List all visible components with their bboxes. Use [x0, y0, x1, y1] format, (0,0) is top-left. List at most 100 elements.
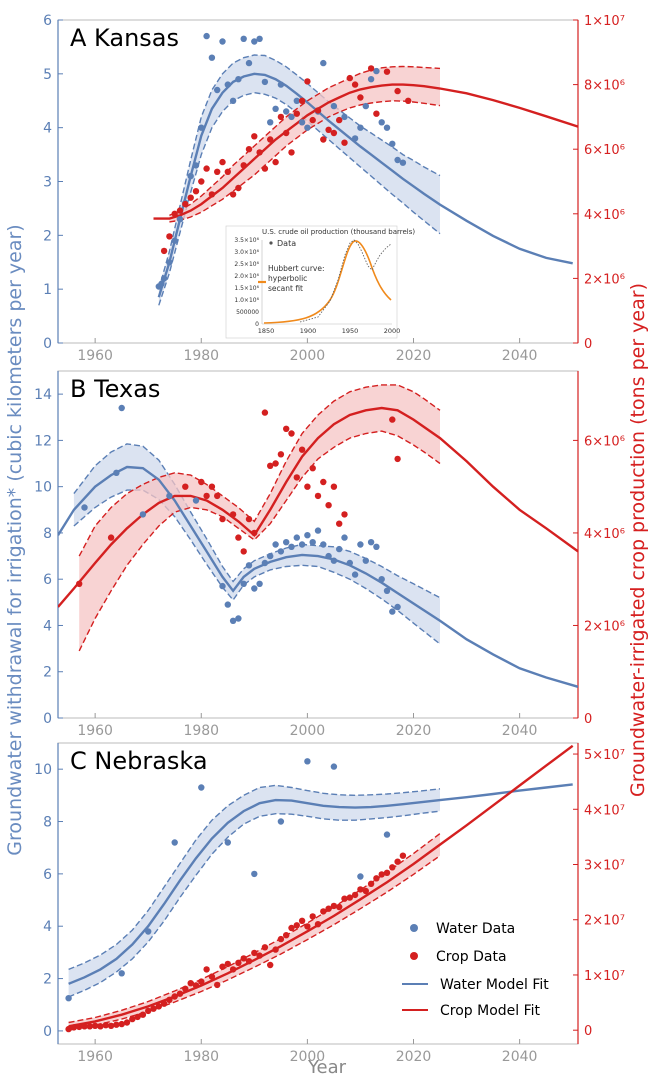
- crop-data-point: [256, 149, 263, 156]
- y-right-tick-label: 0: [584, 1024, 592, 1039]
- y-left-tick-label: 6: [43, 867, 52, 883]
- water-data-point: [145, 928, 152, 935]
- crop-data-point: [267, 462, 274, 469]
- water-data-point: [330, 102, 338, 110]
- crop-data-point: [283, 425, 290, 432]
- crop-data-point: [373, 875, 380, 882]
- x-tick-label: 1960: [77, 723, 113, 739]
- crop-data-point: [298, 917, 306, 924]
- water-data-point: [336, 545, 343, 553]
- y-right-tick-label: 6×10⁶: [584, 434, 625, 449]
- crop-data-point: [256, 952, 263, 959]
- inset-hubbert-chart: U.S. crude oil production (thousand barr…: [225, 225, 415, 339]
- crop-data-point: [107, 1022, 115, 1029]
- y-right-tick-label: 4×10⁶: [584, 208, 625, 223]
- crop-data-point: [314, 107, 322, 114]
- water-data-point: [383, 124, 391, 131]
- crop-data-point: [102, 1021, 110, 1029]
- water-data-point: [362, 557, 369, 564]
- crop-data-point: [325, 126, 332, 133]
- water-data-point: [192, 162, 200, 169]
- crop-data-point: [251, 133, 258, 140]
- crop-data-point: [314, 921, 322, 928]
- inset-data-label: Data: [277, 239, 296, 248]
- water-data-point: [272, 105, 279, 113]
- crop-data-point: [309, 116, 316, 124]
- water-data-point: [298, 119, 306, 126]
- water-data-point: [219, 582, 226, 590]
- water-data-point: [187, 172, 194, 180]
- crop-data-point: [298, 446, 306, 453]
- x-tick-label: 2020: [396, 1049, 432, 1065]
- crop-data-point: [394, 858, 401, 865]
- water-data-point: [219, 38, 226, 45]
- water-confidence-band: [68, 785, 440, 997]
- crop-data-point: [182, 483, 189, 490]
- water-confidence-band: [158, 55, 441, 306]
- water-data-point: [158, 280, 165, 287]
- crop-data-point: [314, 492, 322, 500]
- water-data-point: [256, 35, 263, 42]
- crop-data-point: [198, 478, 205, 486]
- crop-data-point: [336, 116, 343, 124]
- water-band-lower: [68, 810, 441, 998]
- y-left-tick-label: 0: [43, 711, 52, 727]
- crop-data-point: [81, 1023, 88, 1030]
- y-right-tick-label: 0: [584, 337, 592, 352]
- water-data-point: [389, 608, 396, 615]
- crop-data-point: [272, 460, 279, 467]
- crop-data-point: [251, 529, 258, 537]
- water-data-point: [351, 571, 359, 578]
- crop-data-point: [351, 81, 359, 88]
- water-data-point: [399, 159, 407, 166]
- crop-band-upper: [78, 384, 441, 557]
- y-right-tick-label: 4×10⁷: [584, 803, 625, 818]
- crop-data-point: [97, 1023, 104, 1030]
- crop-data-point: [240, 162, 247, 169]
- water-data-point: [81, 504, 88, 511]
- y-right-tick-label: 2×10⁶: [584, 619, 625, 634]
- crop-data-point: [145, 1007, 152, 1015]
- y-left-tick-label: 5: [43, 67, 52, 83]
- inset-fit-label-1: Hubbert curve:: [268, 264, 324, 273]
- x-tick-label: 2020: [396, 723, 432, 739]
- crop-data-point: [336, 520, 343, 527]
- inset-y-tick-label: 2.5×10⁶: [234, 261, 259, 268]
- y-left-tick-label: 2: [43, 972, 52, 988]
- panel-b: 1960 1980 2000 2020 2040 0 2 4 6 8 10 12 14 0 2×10⁶ 4×1…: [34, 370, 625, 739]
- inset-fit-label-2: hyperbolic: [268, 274, 307, 283]
- water-data-point: [272, 541, 279, 548]
- water-data-point: [309, 539, 316, 546]
- water-data-point: [325, 552, 332, 560]
- water-data-point: [288, 113, 295, 121]
- y-left-tick-label: 10: [34, 480, 52, 496]
- water-data-point: [160, 275, 168, 282]
- crop-data-point: [160, 247, 168, 255]
- water-data-point: [267, 552, 274, 560]
- crop-data-point: [192, 982, 200, 989]
- crop-data-point: [298, 97, 306, 105]
- crop-data-point: [229, 511, 237, 518]
- crop-data-point: [235, 959, 242, 966]
- crop-data-point: [373, 110, 380, 117]
- crop-data-point: [325, 502, 332, 509]
- y-left-tick-label: 8: [43, 815, 52, 831]
- crop-data-point: [330, 129, 338, 137]
- crop-data-point: [214, 168, 221, 175]
- water-model-fit-line: [157, 72, 573, 298]
- inset-y-tick-label: 3.0×10⁶: [234, 249, 259, 256]
- crop-data-point: [198, 178, 205, 185]
- crop-band-lower: [169, 100, 441, 223]
- crop-data-point: [171, 993, 178, 1000]
- water-data-point: [176, 216, 184, 223]
- water-data-point: [383, 587, 391, 594]
- crop-data-point: [378, 871, 385, 878]
- crop-data-point: [251, 949, 258, 957]
- x-tick-label: 2000: [290, 723, 326, 739]
- y-left-tick-label: 1: [43, 282, 52, 298]
- inset-x-tick-label: 2000: [384, 327, 401, 335]
- water-data-point: [214, 86, 221, 94]
- crop-data-point: [389, 416, 396, 423]
- x-tick-label: 2020: [396, 348, 432, 364]
- water-data-point: [192, 497, 200, 504]
